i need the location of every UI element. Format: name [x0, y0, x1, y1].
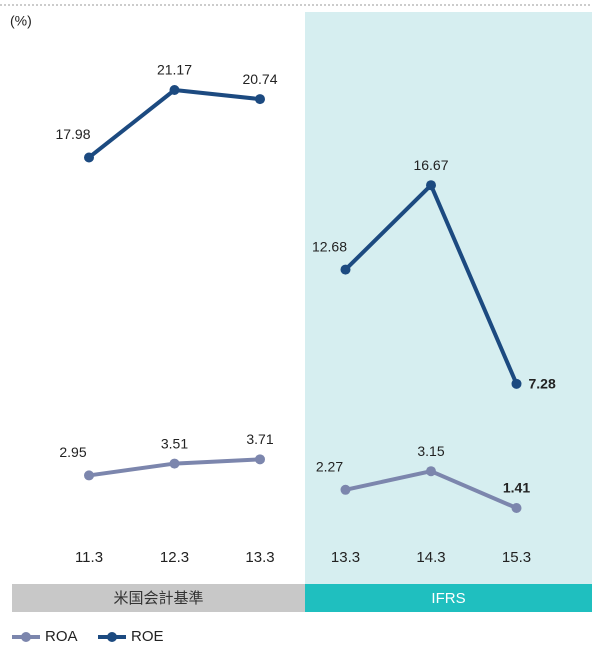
point — [511, 378, 522, 389]
point — [84, 470, 94, 481]
value-label: 2.27 — [316, 459, 343, 475]
x-tick-label: 13.3 — [245, 549, 274, 566]
unit-label: (%) — [10, 13, 32, 29]
legend-label: ROA — [45, 628, 78, 645]
x-tick-label: 14.3 — [416, 549, 445, 566]
value-label: 2.95 — [59, 444, 86, 460]
group-bar — [12, 584, 305, 612]
group-bar — [305, 584, 592, 612]
x-tick-label: 11.3 — [75, 549, 103, 566]
legend-dot — [21, 632, 31, 642]
point — [169, 85, 180, 95]
point — [511, 503, 522, 513]
group-label: IFRS — [431, 590, 465, 607]
value-label: 3.15 — [417, 443, 444, 459]
point — [255, 454, 265, 465]
point — [426, 180, 436, 191]
point — [340, 484, 351, 495]
value-label: 16.67 — [413, 157, 448, 173]
point — [255, 94, 265, 105]
value-label: 12.68 — [312, 238, 347, 254]
x-tick-label: 13.3 — [331, 549, 360, 566]
point — [426, 466, 436, 477]
value-label: 17.98 — [55, 126, 90, 142]
point — [84, 152, 94, 163]
x-tick-label: 12.3 — [160, 549, 189, 566]
value-label: 1.41 — [503, 480, 530, 496]
value-label: 21.17 — [157, 62, 192, 78]
value-label: 20.74 — [242, 71, 277, 87]
x-tick-label: 15.3 — [502, 549, 531, 566]
point — [340, 264, 351, 275]
legend-dot — [107, 632, 117, 642]
ifrs-background — [305, 12, 592, 584]
group-label: 米国会計基準 — [113, 590, 203, 607]
point — [169, 458, 180, 469]
value-label: 3.51 — [161, 435, 188, 451]
legend-label: ROE — [131, 628, 164, 645]
series-line — [87, 88, 261, 160]
value-label: 7.28 — [529, 376, 556, 392]
value-label: 3.71 — [246, 431, 273, 447]
